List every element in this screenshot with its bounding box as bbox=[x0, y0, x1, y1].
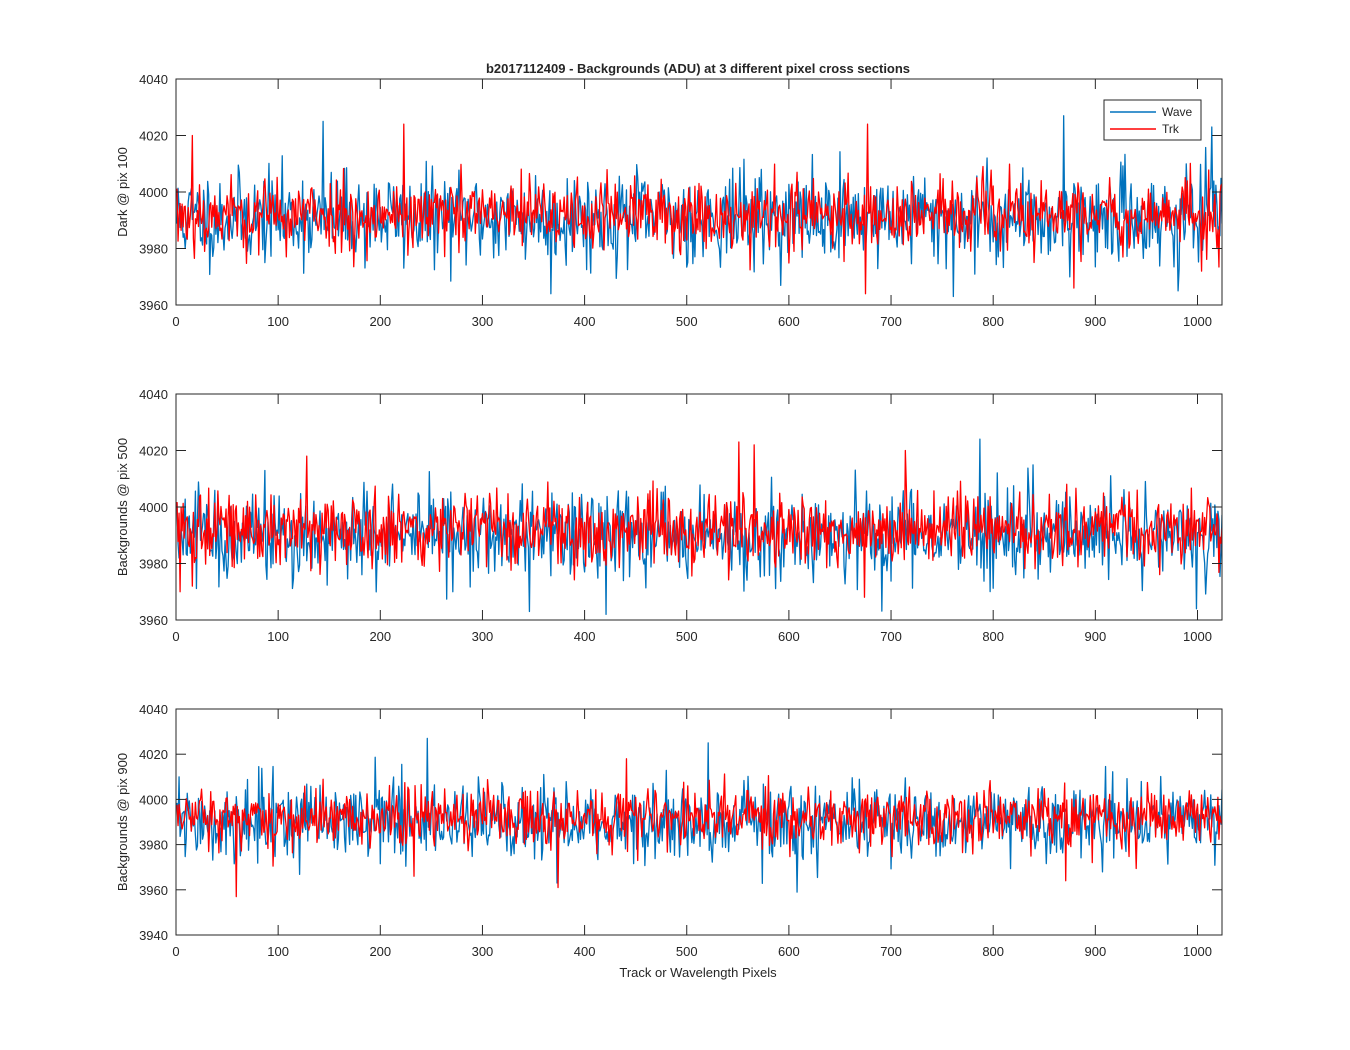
x-tick-label: 600 bbox=[778, 944, 800, 959]
x-tick-label: 800 bbox=[982, 944, 1004, 959]
x-tick-label: 0 bbox=[172, 629, 179, 644]
legend: Wave Trk bbox=[1103, 99, 1202, 141]
x-tick-label: 100 bbox=[267, 314, 289, 329]
y-tick-label: 3940 bbox=[139, 928, 168, 943]
y-tick-label: 4040 bbox=[139, 72, 168, 87]
x-tick-label: 500 bbox=[676, 944, 698, 959]
figure-title: b2017112409 - Backgrounds (ADU) at 3 dif… bbox=[486, 61, 910, 76]
subplot-1: 0 100 200 300 400 500 600 700 800 900 1000 3960 3980… bbox=[115, 72, 1223, 329]
x-tick-label: 1000 bbox=[1183, 314, 1212, 329]
x-tick-label: 600 bbox=[778, 314, 800, 329]
series-line-trk bbox=[176, 123, 1222, 295]
x-tick-label: 900 bbox=[1084, 314, 1106, 329]
x-tick-label: 1000 bbox=[1183, 944, 1212, 959]
y-tick-label: 4000 bbox=[139, 185, 168, 200]
y-tick-label: 4000 bbox=[139, 792, 168, 807]
y-tick-label: 3980 bbox=[139, 242, 168, 257]
x-tick-label: 100 bbox=[267, 944, 289, 959]
y-tick-label: 4020 bbox=[139, 444, 168, 459]
legend-label-trk: Trk bbox=[1162, 122, 1180, 136]
subplot-2: 0 100 200 300 400 500 600 700 800 900 1000 3960 3980… bbox=[115, 387, 1223, 644]
x-tick-label: 700 bbox=[880, 314, 902, 329]
legend-box bbox=[1103, 99, 1202, 141]
y-axis-label: Backgrounds @ pix 900 bbox=[115, 753, 130, 891]
x-axis-label: Track or Wavelength Pixels bbox=[619, 965, 777, 980]
y-axis-label: Backgrounds @ pix 500 bbox=[115, 438, 130, 576]
y-tick-label: 3960 bbox=[139, 883, 168, 898]
x-tick-label: 100 bbox=[267, 629, 289, 644]
y-tick-label: 4020 bbox=[139, 129, 168, 144]
series-line-trk bbox=[176, 441, 1222, 598]
y-tick-label: 4020 bbox=[139, 747, 168, 762]
y-tick-label: 3980 bbox=[139, 557, 168, 572]
x-tick-label: 400 bbox=[574, 944, 596, 959]
y-tick-label: 4040 bbox=[139, 702, 168, 717]
x-tick-label: 200 bbox=[369, 629, 391, 644]
y-tick-label: 3980 bbox=[139, 838, 168, 853]
x-tick-label: 1000 bbox=[1183, 629, 1212, 644]
x-tick-label: 700 bbox=[880, 629, 902, 644]
x-tick-label: 700 bbox=[880, 944, 902, 959]
x-tick-label: 500 bbox=[676, 314, 698, 329]
x-tick-label: 600 bbox=[778, 629, 800, 644]
subplot-3: 0 100 200 300 400 500 600 700 800 900 1000 3940 3960… bbox=[115, 702, 1223, 959]
x-tick-label: 0 bbox=[172, 944, 179, 959]
y-tick-label: 4000 bbox=[139, 500, 168, 515]
y-axis-label: Dark @ pix 100 bbox=[115, 147, 130, 237]
x-tick-label: 500 bbox=[676, 629, 698, 644]
x-tick-label: 0 bbox=[172, 314, 179, 329]
axes-container: 0 100 200 300 400 500 600 700 800 900 100039603980… bbox=[115, 72, 1223, 959]
series-line-trk bbox=[176, 758, 1222, 898]
x-tick-label: 900 bbox=[1084, 629, 1106, 644]
legend-label-wave: Wave bbox=[1162, 105, 1193, 119]
x-tick-label: 400 bbox=[574, 314, 596, 329]
y-tick-label: 3960 bbox=[139, 298, 168, 313]
x-tick-label: 800 bbox=[982, 314, 1004, 329]
x-tick-label: 900 bbox=[1084, 944, 1106, 959]
x-tick-label: 200 bbox=[369, 944, 391, 959]
x-tick-label: 200 bbox=[369, 314, 391, 329]
x-tick-label: 300 bbox=[472, 944, 494, 959]
y-tick-label: 4040 bbox=[139, 387, 168, 402]
x-tick-label: 400 bbox=[574, 629, 596, 644]
axes-box bbox=[175, 708, 1223, 936]
y-tick-label: 3960 bbox=[139, 613, 168, 628]
x-tick-label: 300 bbox=[472, 314, 494, 329]
x-tick-label: 800 bbox=[982, 629, 1004, 644]
x-tick-label: 300 bbox=[472, 629, 494, 644]
